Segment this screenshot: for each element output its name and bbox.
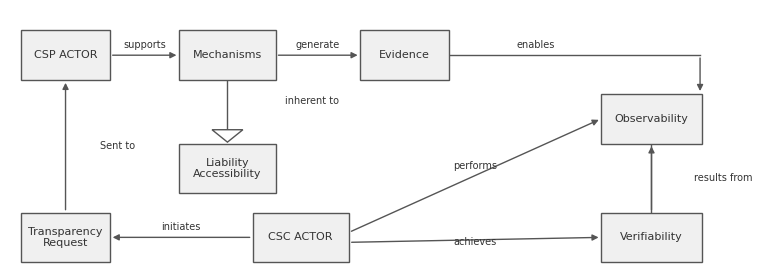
FancyBboxPatch shape bbox=[22, 213, 110, 262]
FancyBboxPatch shape bbox=[252, 213, 348, 262]
FancyBboxPatch shape bbox=[601, 94, 702, 144]
Text: inherent to: inherent to bbox=[285, 96, 339, 106]
Text: performs: performs bbox=[453, 161, 497, 171]
Text: Sent to: Sent to bbox=[100, 141, 136, 151]
FancyBboxPatch shape bbox=[360, 30, 449, 80]
Text: results from: results from bbox=[694, 173, 752, 183]
FancyBboxPatch shape bbox=[22, 30, 110, 80]
Text: achieves: achieves bbox=[453, 237, 497, 247]
Text: Observability: Observability bbox=[614, 114, 689, 124]
Text: Mechanisms: Mechanisms bbox=[193, 50, 262, 60]
Text: enables: enables bbox=[517, 40, 555, 50]
FancyBboxPatch shape bbox=[179, 144, 276, 193]
Text: initiates: initiates bbox=[161, 222, 201, 232]
Text: Evidence: Evidence bbox=[379, 50, 430, 60]
FancyBboxPatch shape bbox=[601, 213, 702, 262]
Polygon shape bbox=[212, 130, 243, 142]
Text: supports: supports bbox=[123, 40, 166, 50]
Text: Transparency
Request: Transparency Request bbox=[29, 227, 103, 248]
FancyBboxPatch shape bbox=[179, 30, 276, 80]
Text: CSC ACTOR: CSC ACTOR bbox=[268, 232, 333, 242]
Text: generate: generate bbox=[296, 40, 340, 50]
Text: Liability
Accessibility: Liability Accessibility bbox=[194, 158, 261, 179]
Text: Verifiability: Verifiability bbox=[620, 232, 683, 242]
Text: CSP ACTOR: CSP ACTOR bbox=[34, 50, 97, 60]
